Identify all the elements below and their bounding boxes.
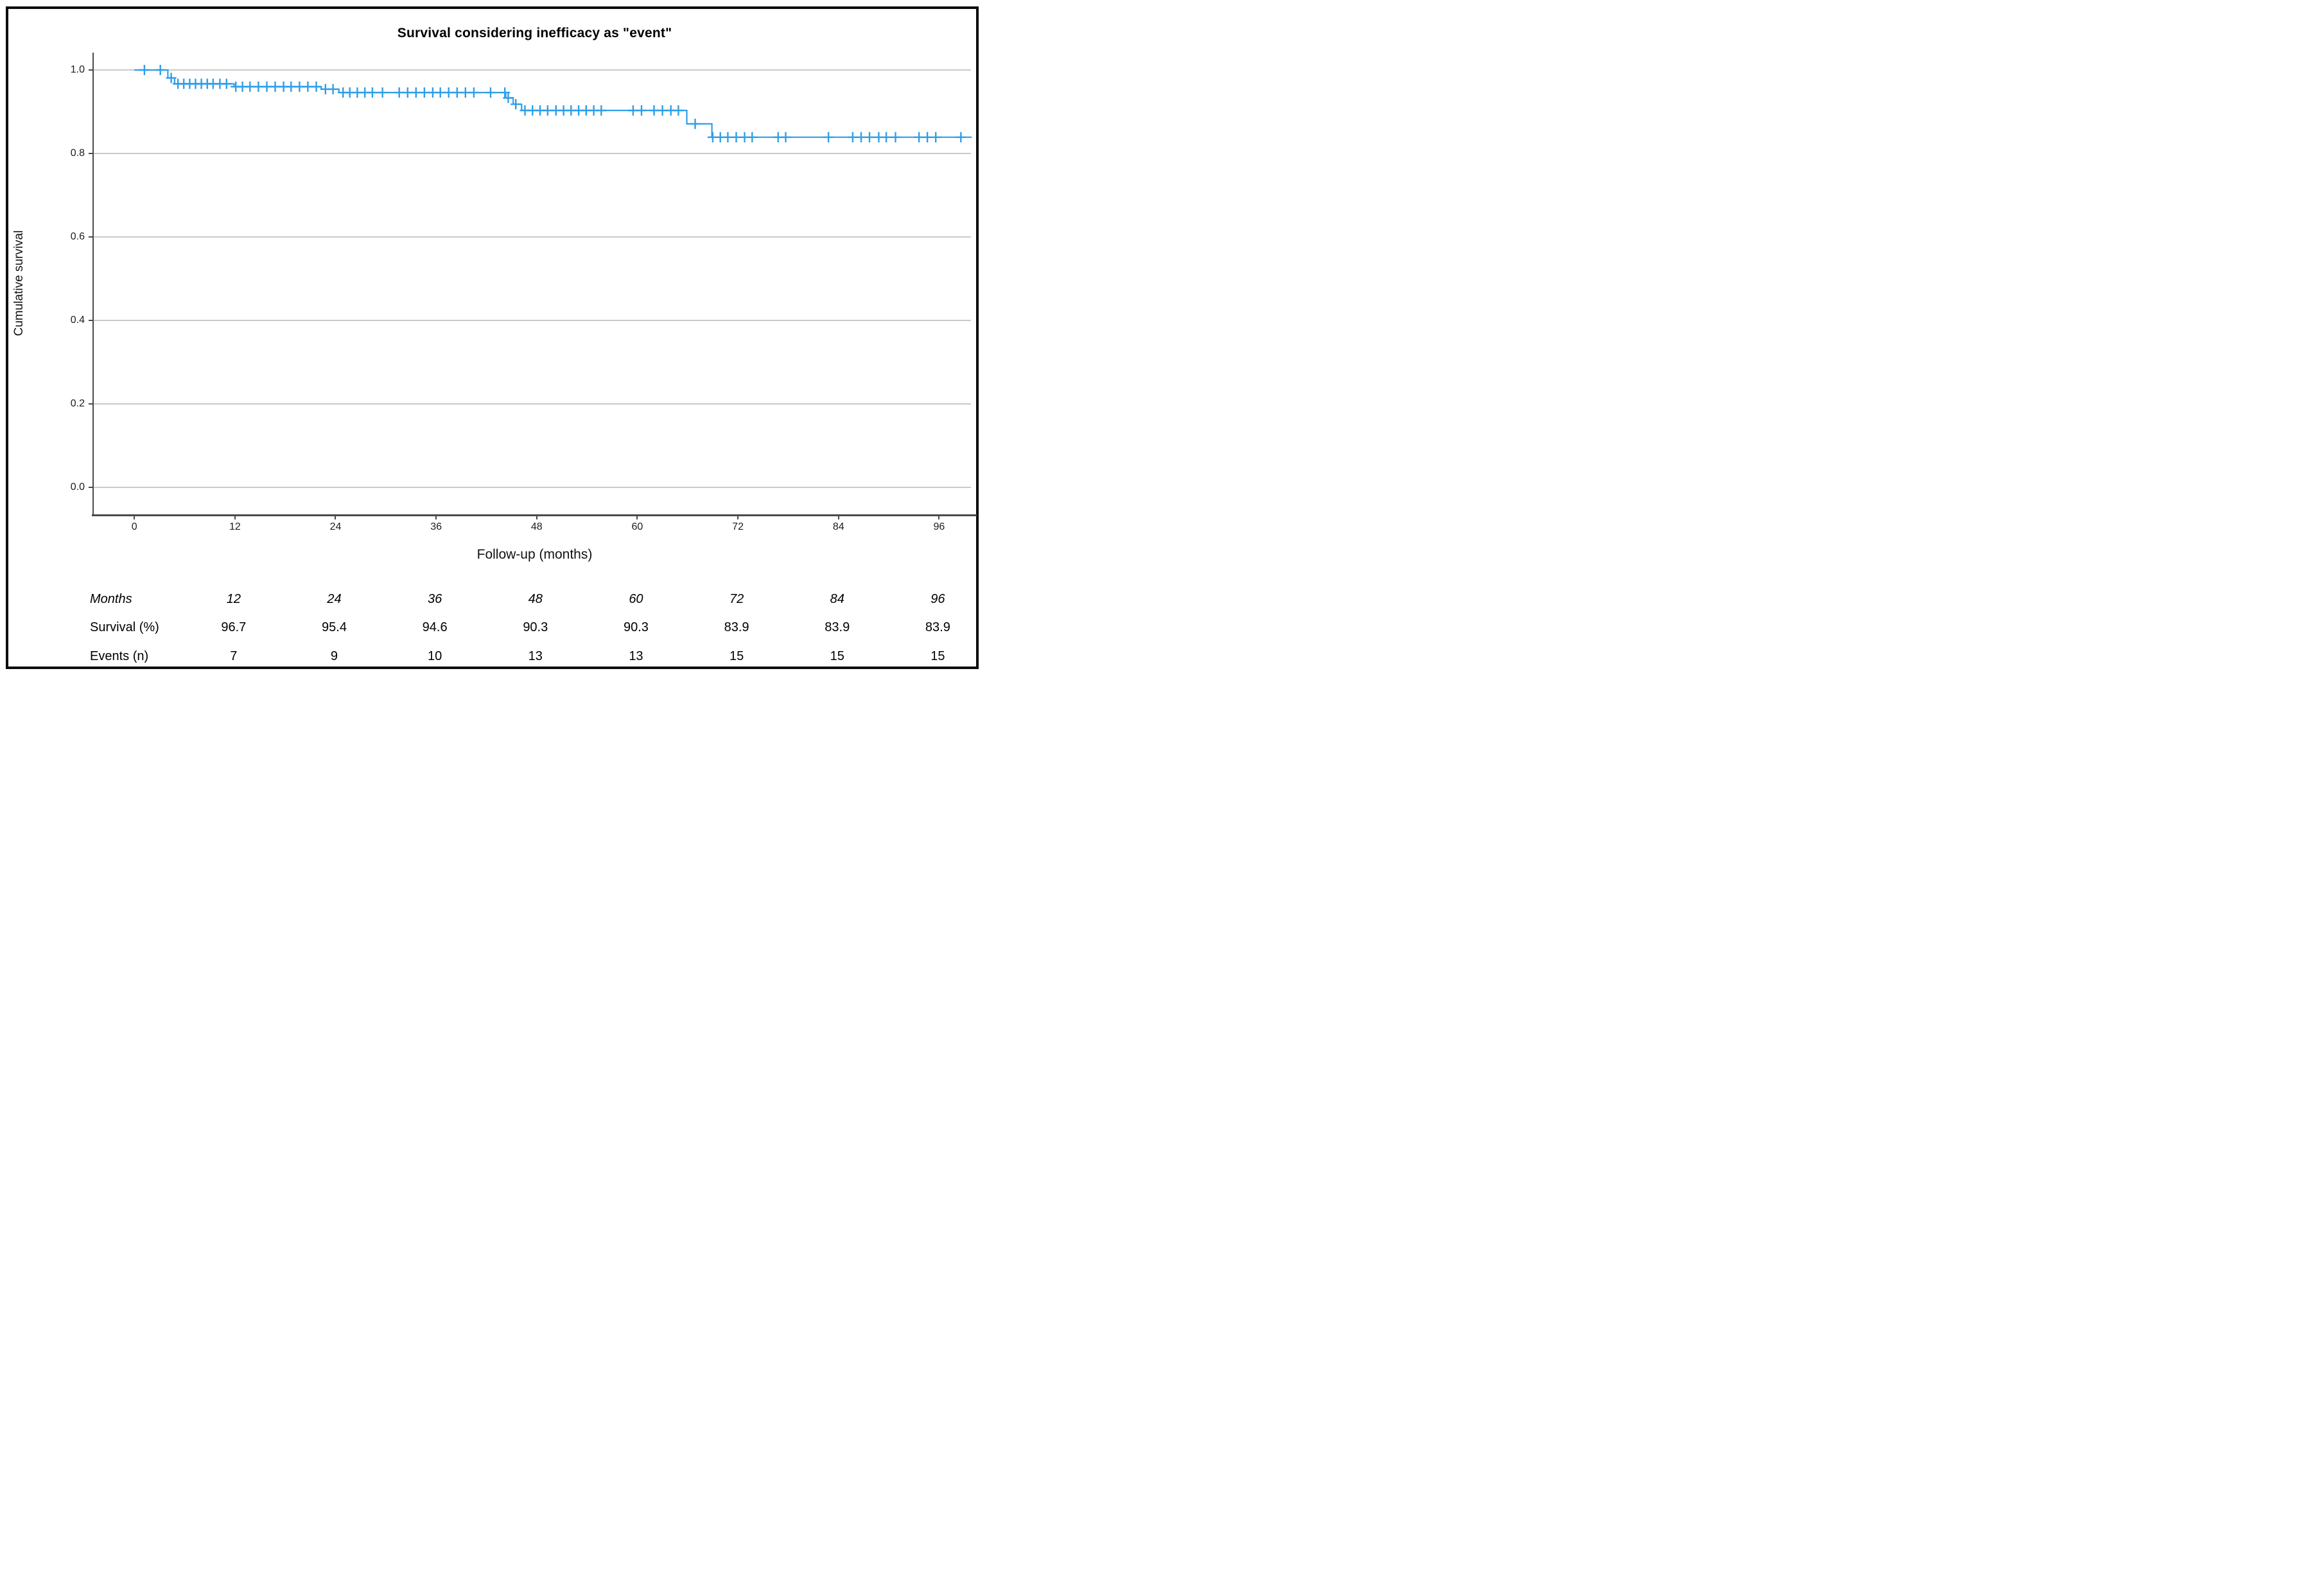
y-gridline <box>92 487 971 488</box>
table-row-label: Events (n) <box>90 649 149 663</box>
survival-curve <box>134 69 972 138</box>
table-cell: 90.3 <box>623 620 649 634</box>
x-tick-mark <box>134 516 135 519</box>
censor-mark <box>890 132 901 143</box>
table-cell: 13 <box>528 649 543 663</box>
censor-mark <box>468 87 479 98</box>
y-tick-mark <box>89 487 92 488</box>
censor-mark <box>166 73 177 83</box>
x-tick-mark <box>435 516 437 519</box>
x-tick-label: 72 <box>732 521 744 532</box>
censor-mark <box>636 105 647 116</box>
table-cell: 84 <box>830 592 844 606</box>
x-axis-line <box>92 514 977 516</box>
y-gridline <box>92 69 971 71</box>
y-tick-mark <box>89 69 92 71</box>
table-cell: 15 <box>729 649 744 663</box>
table-cell: 72 <box>729 592 744 606</box>
y-gridline <box>92 320 971 321</box>
censor-mark <box>139 65 150 75</box>
table-cell: 48 <box>528 592 543 606</box>
table-cell: 96.7 <box>221 620 247 634</box>
censor-mark <box>155 65 166 75</box>
censor-mark <box>503 92 514 103</box>
x-tick-label: 48 <box>530 521 543 532</box>
x-tick-label: 60 <box>631 521 643 532</box>
x-tick-mark <box>636 516 638 519</box>
censor-mark <box>823 132 834 143</box>
x-axis-title: Follow-up (months) <box>476 547 593 562</box>
y-tick-label: 0.4 <box>70 315 85 326</box>
km-survival-figure: { "title": "Survival considering ineffic… <box>0 0 992 681</box>
table-cell: 96 <box>930 592 945 606</box>
table-cell: 90.3 <box>523 620 548 634</box>
x-tick-mark <box>536 516 537 519</box>
x-tick-label: 84 <box>832 521 844 532</box>
censor-mark <box>881 132 892 143</box>
y-gridline <box>92 153 971 154</box>
y-tick-label: 0.6 <box>70 231 85 242</box>
y-tick-label: 1.0 <box>70 64 85 75</box>
table-cell: 83.9 <box>925 620 950 634</box>
censor-mark <box>377 87 388 98</box>
y-tick-mark <box>89 153 92 154</box>
censor-mark <box>596 105 607 116</box>
table-cell: 7 <box>230 649 238 663</box>
censor-mark <box>511 99 521 110</box>
table-cell: 13 <box>629 649 643 663</box>
y-tick-mark <box>89 236 92 238</box>
table-cell: 83.9 <box>724 620 749 634</box>
table-cell: 15 <box>830 649 844 663</box>
censor-mark <box>221 78 232 89</box>
table-row-label: Survival (%) <box>90 620 159 634</box>
y-tick-mark <box>89 320 92 321</box>
y-tick-label: 0.8 <box>70 148 85 159</box>
censor-mark <box>673 105 684 116</box>
y-axis-line <box>92 53 94 514</box>
x-tick-label: 24 <box>329 521 342 532</box>
censor-mark <box>747 132 758 143</box>
table-cell: 15 <box>930 649 945 663</box>
x-tick-mark <box>335 516 336 519</box>
table-cell: 12 <box>226 592 241 606</box>
y-tick-label: 0.2 <box>70 398 85 409</box>
x-tick-label: 0 <box>131 521 137 532</box>
censor-mark <box>930 132 941 143</box>
table-cell: 95.4 <box>322 620 347 634</box>
censor-mark <box>690 118 701 129</box>
table-cell: 94.6 <box>422 620 448 634</box>
y-tick-mark <box>89 403 92 405</box>
x-tick-mark <box>737 516 739 519</box>
censor-mark <box>956 132 966 143</box>
x-tick-mark <box>938 516 940 519</box>
censor-mark <box>328 83 338 94</box>
x-tick-label: 96 <box>933 521 945 532</box>
table-cell: 9 <box>330 649 338 663</box>
x-tick-label: 12 <box>229 521 241 532</box>
table-cell: 10 <box>428 649 442 663</box>
y-gridline <box>92 403 971 405</box>
censor-mark <box>500 87 511 98</box>
table-cell: 36 <box>428 592 442 606</box>
table-cell: 60 <box>629 592 643 606</box>
y-tick-label: 0.0 <box>70 482 85 492</box>
chart-title: Survival considering inefficacy as "even… <box>397 26 672 40</box>
survival-curve-layer <box>134 65 972 143</box>
figure-frame <box>6 6 979 669</box>
table-cell: 24 <box>327 592 342 606</box>
table-cell: 83.9 <box>825 620 850 634</box>
censor-mark <box>864 132 875 143</box>
censor-mark <box>485 87 496 98</box>
censor-mark <box>367 87 378 98</box>
x-tick-label: 36 <box>430 521 442 532</box>
censor-mark <box>780 132 791 143</box>
x-tick-mark <box>837 516 839 519</box>
censor-mark <box>311 82 322 92</box>
x-tick-mark <box>234 516 236 519</box>
table-row-label: Months <box>90 592 132 606</box>
y-gridline <box>92 236 971 238</box>
